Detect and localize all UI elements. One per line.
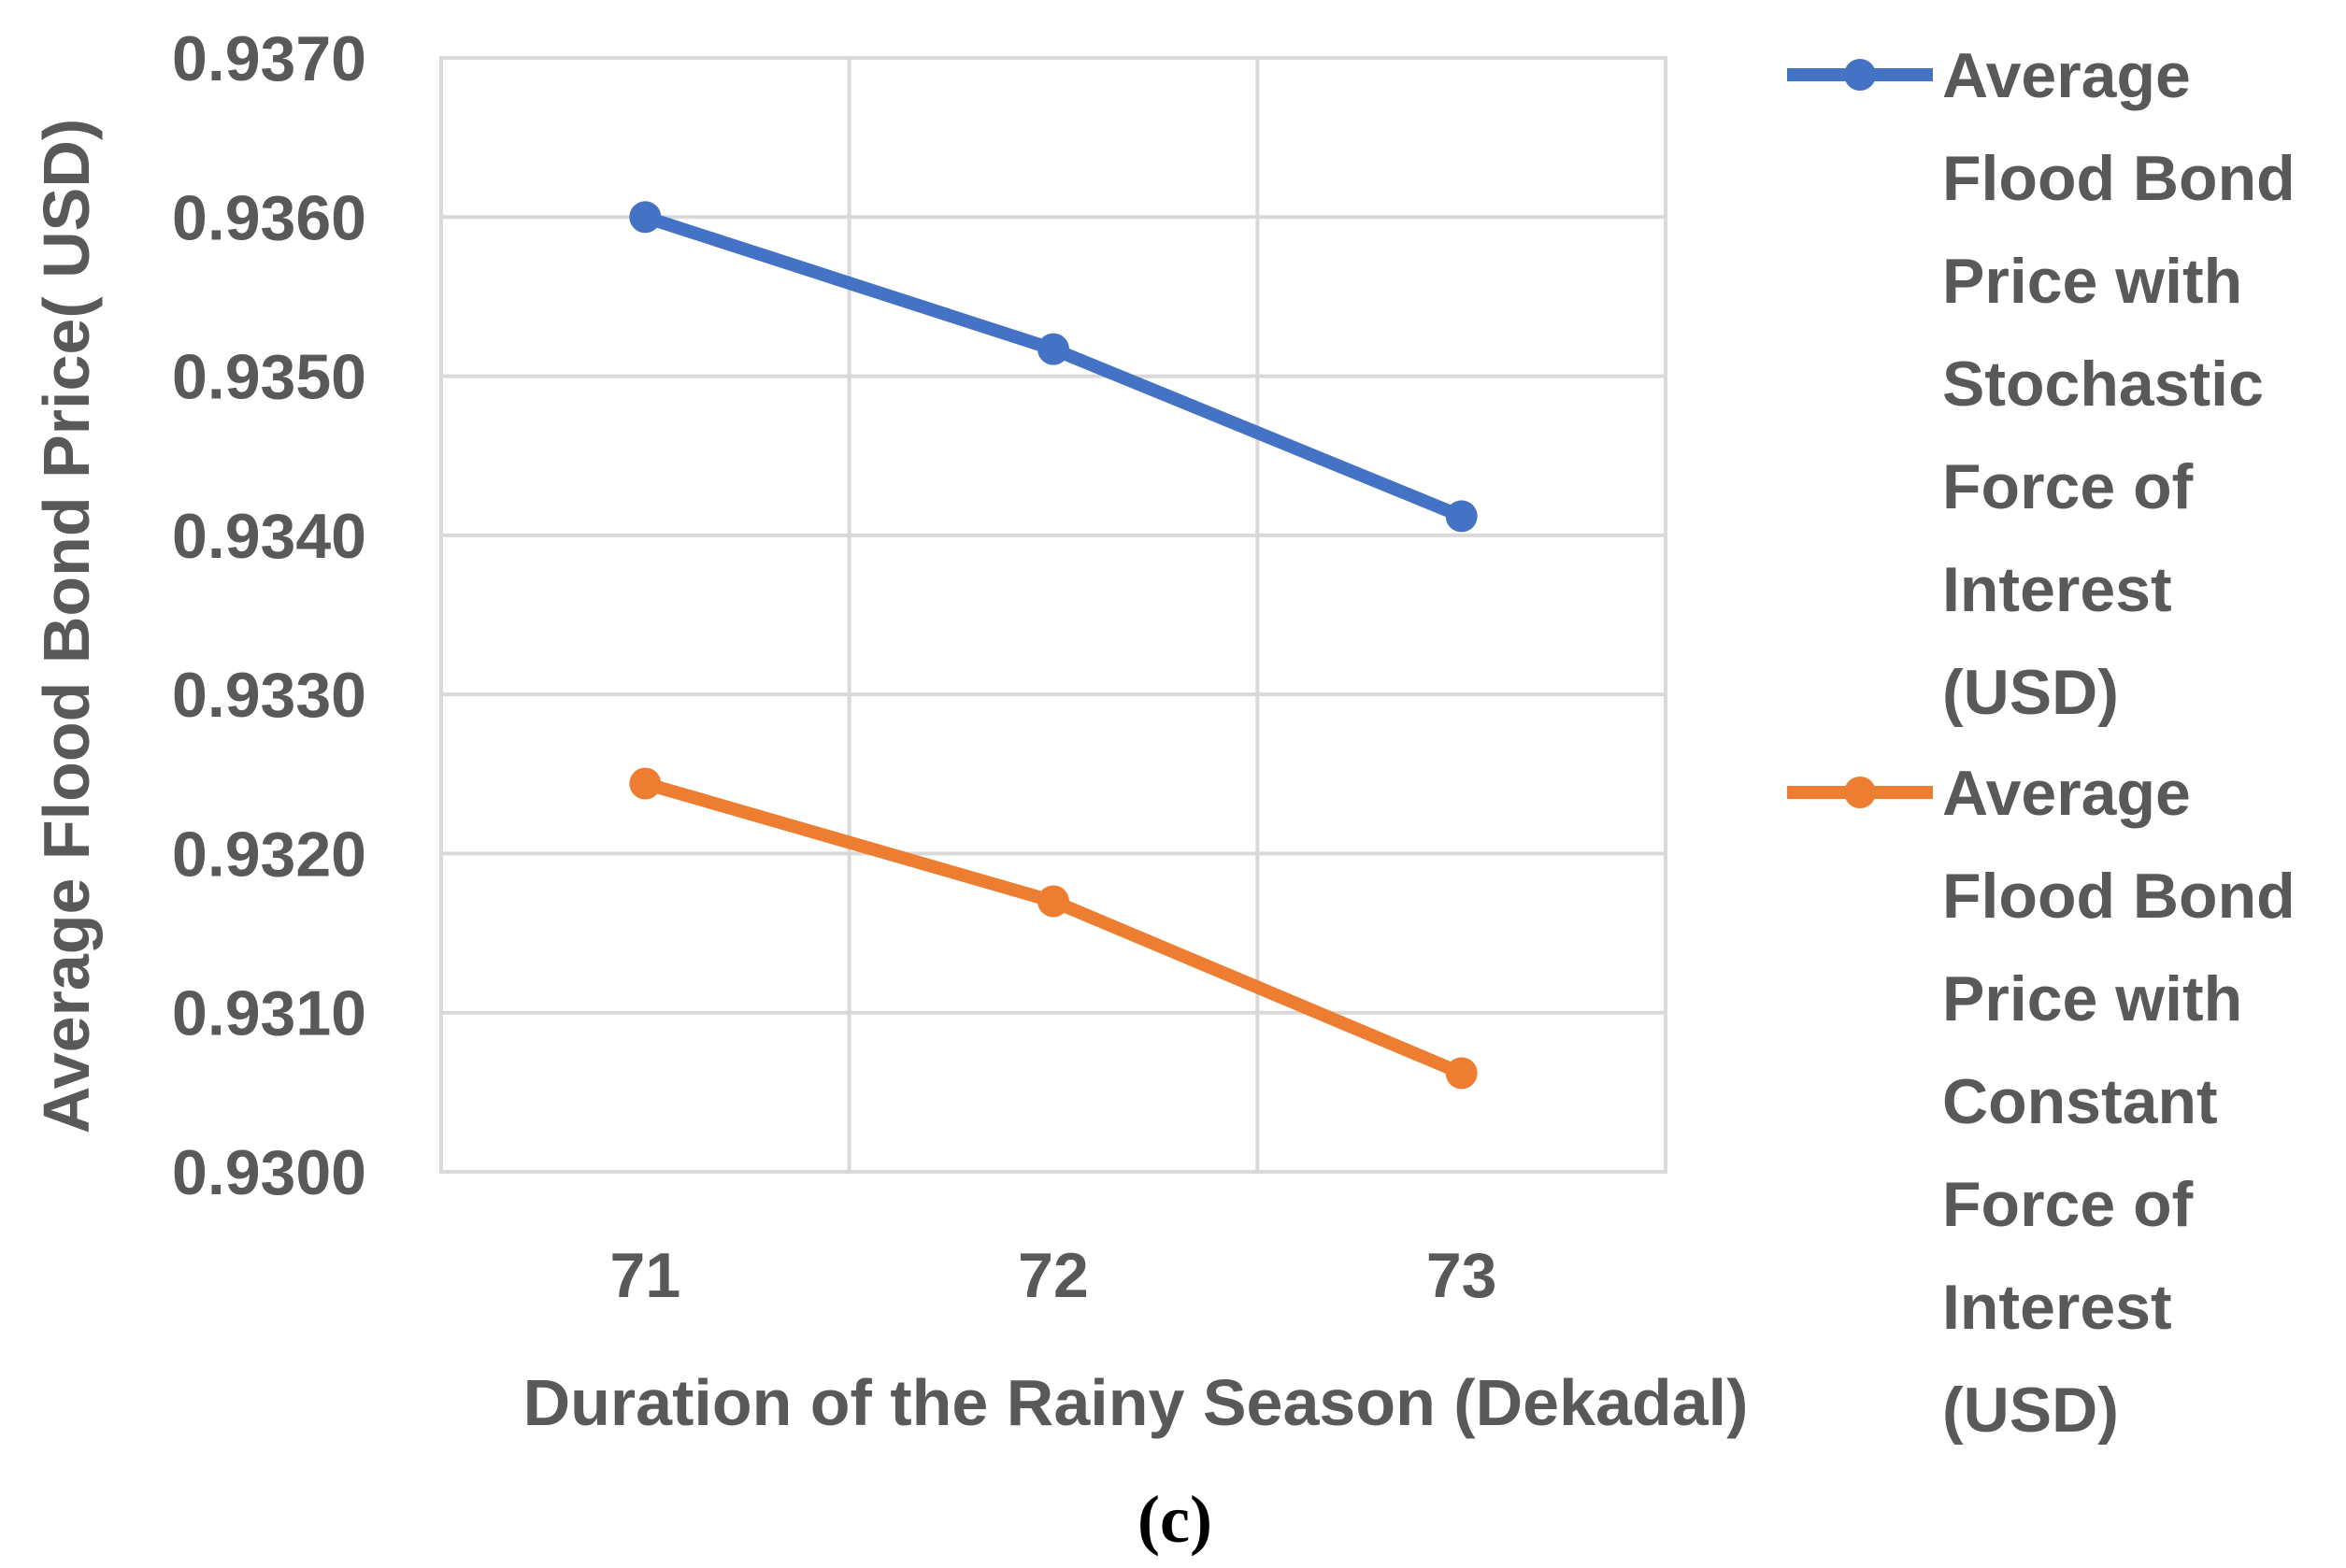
legend-label-line: Flood Bond xyxy=(1942,861,2296,932)
y-tick-label: 0.9340 xyxy=(172,501,366,572)
y-axis-title: Average Flood Bond Price( USD) xyxy=(30,119,103,1133)
legend-label-line: Stochastic xyxy=(1942,349,2264,420)
y-tick-label: 0.9330 xyxy=(172,660,366,731)
legend-label-line: Average xyxy=(1942,758,2191,829)
x-axis-tick-labels: 71 72 73 xyxy=(610,1240,1497,1311)
data-point xyxy=(1037,333,1069,365)
legend-label-line: Force of xyxy=(1942,451,2194,522)
plot-border xyxy=(439,56,1667,1174)
x-tick-label: 73 xyxy=(1426,1240,1497,1311)
data-point xyxy=(629,767,662,800)
series-1 xyxy=(629,201,1478,533)
y-tick-label: 0.9320 xyxy=(172,819,366,890)
legend-label-line: (USD) xyxy=(1942,657,2119,728)
legend-label-line: (USD) xyxy=(1942,1375,2119,1446)
x-axis-title: Duration of the Rainy Season (Dekadal) xyxy=(523,1366,1749,1439)
legend-label-line: Constant xyxy=(1942,1066,2218,1137)
series-line xyxy=(638,777,1468,1080)
gridlines xyxy=(441,56,1666,1174)
data-point xyxy=(1037,885,1069,918)
figure-caption: (c) xyxy=(1137,1482,1212,1557)
y-tick-label: 0.9300 xyxy=(172,1137,366,1208)
legend-label-line: Force of xyxy=(1942,1169,2194,1240)
y-tick-label: 0.9350 xyxy=(172,342,366,413)
plot-frame xyxy=(439,56,1667,1174)
legend-label-line: Price with xyxy=(1942,246,2242,317)
y-tick-label: 0.9360 xyxy=(172,182,366,253)
series-lines xyxy=(629,201,1478,1090)
legend-entry-1: Average Flood Bond Price with Stochastic For… xyxy=(1787,40,2296,728)
y-tick-label: 0.9370 xyxy=(172,23,366,94)
legend-label-line: Interest xyxy=(1942,554,2172,625)
data-point xyxy=(629,201,662,234)
x-tick-label: 71 xyxy=(610,1240,681,1311)
legend-label-line: Flood Bond xyxy=(1942,143,2296,214)
legend-entry-2: Average Flood Bond Price with Constant Force… xyxy=(1787,758,2296,1446)
data-point xyxy=(1445,500,1478,533)
y-axis-tick-labels: 0.9300 0.9310 0.9320 0.9330 0.9340 0.9350 0.93… xyxy=(172,23,366,1208)
legend: Average Flood Bond Price with Stochastic For… xyxy=(1787,40,2296,1446)
x-tick-label: 72 xyxy=(1018,1240,1089,1311)
y-tick-label: 0.9310 xyxy=(172,978,366,1049)
legend-marker xyxy=(1844,777,1876,808)
legend-label-line: Price with xyxy=(1942,963,2242,1034)
series-line xyxy=(638,210,1468,523)
legend-label-line: Average xyxy=(1942,40,2191,111)
data-point xyxy=(1445,1057,1478,1090)
legend-label-line: Interest xyxy=(1942,1272,2172,1343)
legend-marker xyxy=(1844,59,1876,91)
series-2 xyxy=(629,767,1478,1090)
